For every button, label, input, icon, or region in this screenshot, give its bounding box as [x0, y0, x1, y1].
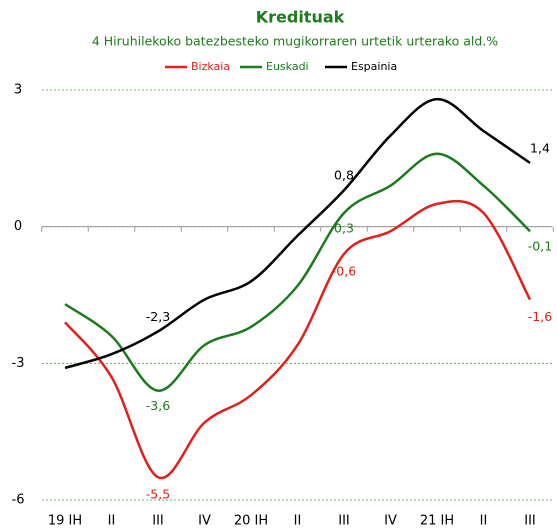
legend-label: Bizkaia — [191, 60, 230, 73]
x-tick-label: 20 IH — [234, 514, 268, 529]
data-label: 0,8 — [334, 168, 354, 183]
x-tick-label: 19 IH — [48, 514, 82, 529]
series-line — [64, 152, 531, 392]
y-tick-label: 3 — [14, 83, 22, 98]
x-tick-label: II — [480, 514, 488, 529]
x-tick-label: II — [108, 514, 116, 529]
y-tick-label: 0 — [14, 219, 22, 234]
data-label: -0,6 — [332, 264, 356, 279]
data-label: -0,1 — [528, 239, 552, 254]
chart-title: Kredituak — [256, 8, 345, 27]
chart-subtitle: 4 Hiruhilekoko batezbesteko mugikorraren… — [92, 34, 498, 49]
data-label: 1,4 — [530, 140, 550, 155]
y-tick-label: -6 — [12, 493, 25, 508]
x-tick-label: II — [294, 514, 302, 529]
x-tick-label: 21 IH — [420, 514, 454, 529]
legend-label: Espainia — [351, 60, 397, 73]
data-label: -3,6 — [146, 398, 170, 413]
y-tick-label: -3 — [12, 356, 25, 371]
x-tick-label: IV — [198, 514, 211, 529]
x-tick-label: III — [524, 514, 536, 529]
x-tick-label: III — [152, 514, 164, 529]
data-label: -5,5 — [146, 487, 170, 502]
x-tick-label: IV — [384, 514, 397, 529]
data-label: -1,6 — [528, 309, 552, 324]
legend-label: Euskadi — [266, 60, 309, 73]
series-line — [64, 199, 532, 480]
x-tick-label: III — [338, 514, 350, 529]
data-label: -2,3 — [146, 309, 170, 324]
data-label: 0,3 — [334, 221, 354, 236]
series-line — [64, 97, 531, 370]
